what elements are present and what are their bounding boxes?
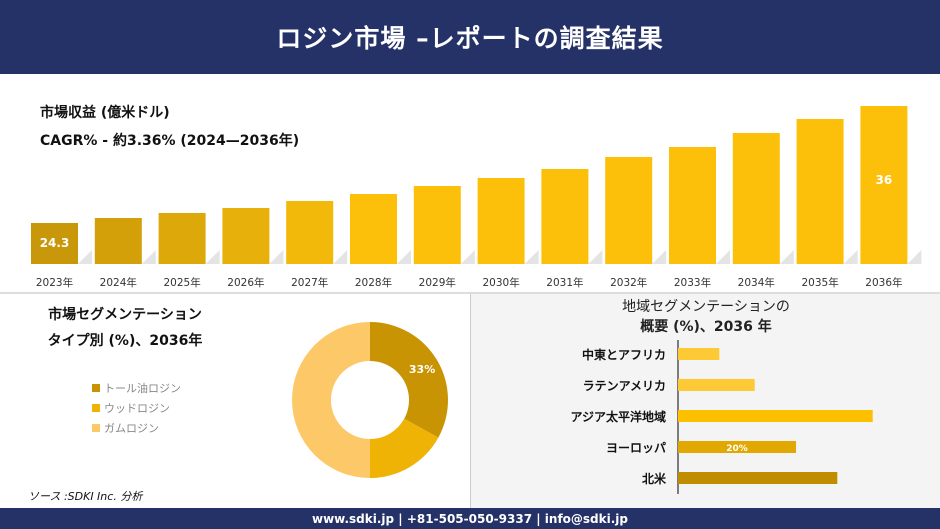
bar: [796, 119, 844, 264]
bar-shadow: [333, 250, 348, 264]
legend-label: ウッドロジン: [104, 402, 170, 415]
bar: [669, 147, 716, 264]
x-tick-label: 2027年: [291, 276, 328, 289]
x-tick-label: 2036年: [865, 276, 902, 289]
x-tick-label: 2026年: [227, 276, 264, 289]
bar-shadow: [716, 250, 730, 264]
bar-shadow: [460, 250, 475, 264]
type-title-line1: 市場セグメンテーション: [48, 307, 202, 323]
x-tick-label: 2023年: [36, 276, 73, 289]
data-label: 20%: [726, 444, 748, 454]
bar: [678, 379, 755, 391]
donut-legend: トール油ロジン ウッドロジン ガムロジン: [92, 378, 181, 438]
revenue-panel: 市場収益 (億米ドル) CAGR% - 約3.36% (2024—2036年) …: [0, 74, 940, 292]
bar-shadow: [269, 250, 284, 264]
region-title-line2: 概要 (%)、2036 年: [640, 319, 772, 335]
legend-item: ガムロジン: [92, 418, 181, 438]
cagr-text: CAGR% - 約3.36% (2024—2036年): [40, 133, 300, 149]
x-tick-label: 2029年: [419, 276, 456, 289]
bar-shadow: [205, 250, 220, 264]
type-segment-panel: 市場セグメンテーション タイプ別 (%)、2036年 トール油ロジン ウッドロジン…: [0, 294, 470, 508]
x-tick-label: 2028年: [355, 276, 392, 289]
bar: [350, 194, 397, 264]
bar: [31, 223, 78, 264]
bar: [678, 441, 796, 453]
revenue-bar-chart: 2023年 24.3 2024年 2025年 2026年 2027年 2028年 2029年 2…: [31, 106, 922, 289]
bar-shadow: [397, 250, 411, 264]
bar: [286, 201, 334, 264]
x-tick-label: 2024年: [100, 276, 137, 289]
bar-shadow: [843, 250, 858, 264]
bar: [678, 348, 720, 360]
x-tick-label: 2032年: [610, 276, 647, 289]
x-tick-label: 2033年: [674, 276, 711, 289]
bar: [605, 157, 653, 264]
bar: [678, 410, 873, 422]
bar: [158, 213, 206, 264]
source-note: ソース :SDKI Inc. 分析: [28, 490, 143, 503]
region-segment-panel: 地域セグメンテーションの 概要 (%)、2036 年 中東とアフリカ ラテンアメリ…: [470, 294, 940, 508]
bar: [94, 218, 142, 264]
type-donut-chart: 33%: [292, 322, 448, 478]
type-title-line2: タイプ別 (%)、2036年: [47, 333, 203, 349]
bar-shadow: [524, 250, 539, 264]
category-label: アジア太平洋地域: [570, 409, 666, 424]
page-title: ロジン市場 –レポートの調査結果: [276, 24, 664, 53]
bar-shadow: [141, 250, 156, 264]
legend-swatch: [92, 404, 100, 412]
data-label: 24.3: [40, 236, 70, 250]
category-label: 北米: [642, 471, 667, 486]
bar: [541, 169, 589, 264]
legend-swatch: [92, 424, 100, 432]
bar-shadow: [78, 250, 92, 264]
category-label: 中東とアフリカ: [582, 347, 666, 362]
bar: [477, 178, 525, 264]
legend-item: トール油ロジン: [92, 378, 181, 398]
x-tick-label: 2030年: [482, 276, 519, 289]
legend-swatch: [92, 384, 100, 392]
x-tick-label: 2034年: [738, 276, 775, 289]
footer-contact: www.sdki.jp | +81-505-050-9337 | info@sd…: [311, 511, 628, 526]
bar-shadow: [588, 250, 603, 264]
header: ロジン市場 –レポートの調査結果: [0, 0, 940, 74]
bar: [413, 186, 461, 264]
footer: www.sdki.jp | +81-505-050-9337 | info@sd…: [0, 508, 940, 529]
bar: [860, 106, 908, 264]
x-tick-label: 2035年: [801, 276, 838, 289]
category-label: ヨーロッパ: [606, 441, 666, 455]
x-tick-label: 2025年: [163, 276, 200, 289]
bar-shadow: [652, 250, 667, 264]
legend-label: ガムロジン: [104, 422, 159, 435]
bar: [678, 472, 838, 484]
donut-slice: [370, 322, 448, 438]
bar-shadow: [907, 250, 922, 264]
legend-label: トール油ロジン: [104, 382, 181, 395]
x-tick-label: 2031年: [546, 276, 583, 289]
donut-slice: [292, 322, 370, 478]
bar: [222, 208, 270, 264]
divider: [0, 292, 940, 294]
bar-shadow: [779, 250, 794, 264]
legend-item: ウッドロジン: [92, 398, 181, 418]
category-label: ラテンアメリカ: [583, 379, 666, 393]
data-label: 36: [876, 173, 893, 187]
region-title-line1: 地域セグメンテーションの: [622, 299, 790, 315]
donut-slice: [370, 418, 439, 478]
data-label: 33%: [409, 363, 435, 376]
bar: [732, 133, 780, 264]
revenue-title: 市場収益 (億米ドル): [40, 105, 170, 121]
